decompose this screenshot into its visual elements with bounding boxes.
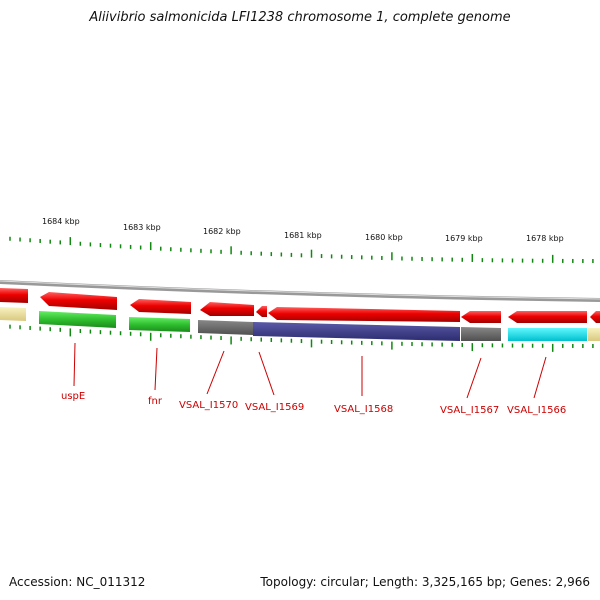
gene-arrow-7[interactable] [508,311,587,323]
gene-arrow-3[interactable] [200,302,254,316]
gene-box-VSAL_I1567[interactable] [461,327,501,341]
gene-label-VSAL_I1567[interactable]: VSAL_I1567 [440,405,499,416]
leader-VSAL_I1566 [533,356,547,399]
gene-arrow-right-edge[interactable] [590,311,600,323]
gene-arrow-1[interactable] [40,292,117,310]
gene-label-VSAL_I1568[interactable]: VSAL_I1568 [334,404,393,415]
leader-VSAL_I1569 [258,351,275,396]
kbp-label-1683: 1683 kbp [123,223,161,232]
kbp-label-1681: 1681 kbp [284,231,322,240]
leader-VSAL_I1567 [466,357,482,399]
kbp-label-1679: 1679 kbp [445,234,483,243]
leader-uspE [73,342,76,387]
gene-arrow-left-edge[interactable] [0,288,28,303]
kbp-label-1680: 1680 kbp [365,233,403,242]
kbp-label-1684: 1684 kbp [42,217,80,226]
gene-arrow-6[interactable] [461,311,501,323]
top-tick-marks [9,236,594,263]
leader-fnr [154,347,158,391]
gene-label-VSAL_I1566[interactable]: VSAL_I1566 [507,405,566,416]
gene-arrow-4[interactable] [256,306,267,317]
summary-text: Topology: circular; Length: 3,325,165 bp… [260,575,590,589]
backbone-highlight [0,280,600,300]
gene-box-VSAL_I1566[interactable] [508,328,587,341]
leader-VSAL_I1570 [206,350,225,395]
gene-box-VSAL_I1570[interactable] [198,320,253,335]
gene-box-fnr[interactable] [129,317,190,332]
gene-label-VSAL_I1570[interactable]: VSAL_I1570 [179,400,238,411]
gene-box-edge-yellow[interactable] [0,307,26,321]
backbone [0,280,600,302]
gene-arrow-2[interactable] [130,299,191,314]
gene-arrow-5[interactable] [268,307,460,322]
accession-text: Accession: NC_011312 [9,575,146,589]
kbp-label-1682: 1682 kbp [203,227,241,236]
gene-box-VSAL_I1568[interactable] [253,322,460,341]
gene-box-edge-right-yellow[interactable] [588,328,600,341]
gene-box-uspE[interactable] [39,311,116,328]
bottom-tick-marks [9,324,594,352]
gene-label-fnr[interactable]: fnr [148,396,163,407]
kbp-label-1678: 1678 kbp [526,234,564,243]
gene-label-uspE[interactable]: uspE [61,391,85,402]
gene-label-VSAL_I1569[interactable]: VSAL_I1569 [245,402,304,413]
map-title: Aliivibrio salmonicida LFI1238 chromosom… [89,10,511,25]
